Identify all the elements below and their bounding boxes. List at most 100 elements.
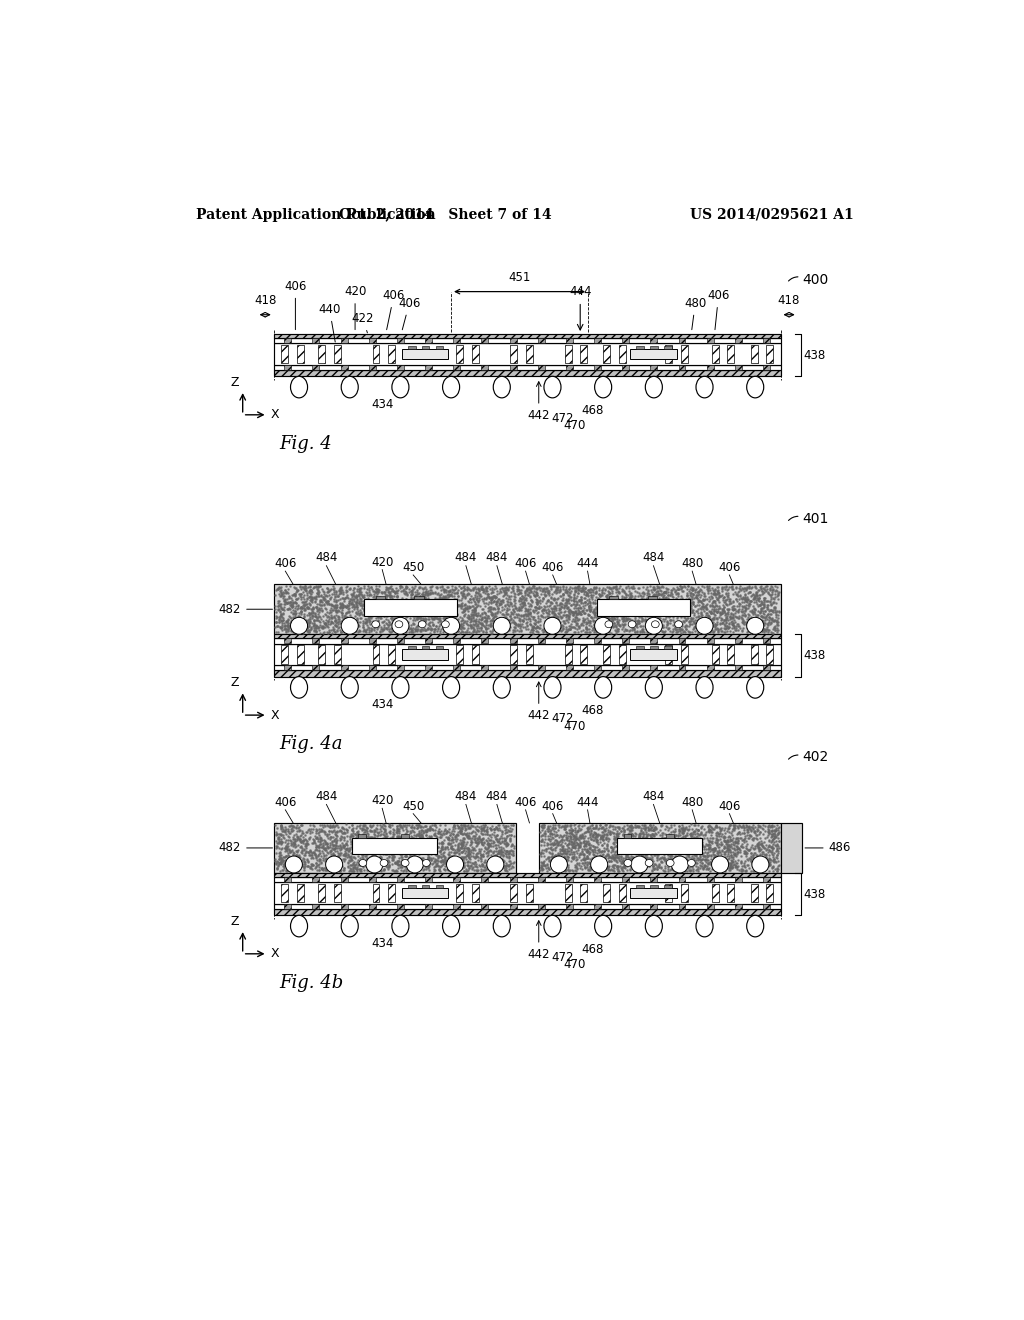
Point bbox=[321, 593, 337, 614]
Point bbox=[391, 847, 408, 869]
Point bbox=[485, 822, 502, 843]
Point bbox=[746, 828, 763, 849]
Point bbox=[675, 817, 691, 838]
Point bbox=[483, 597, 500, 618]
Point bbox=[721, 858, 737, 879]
Point bbox=[546, 590, 562, 611]
Point bbox=[483, 847, 500, 869]
Point bbox=[635, 824, 651, 845]
Point bbox=[461, 826, 477, 847]
Point bbox=[693, 618, 710, 639]
Point bbox=[718, 610, 734, 631]
Point bbox=[397, 612, 414, 634]
Point bbox=[453, 594, 469, 615]
Point bbox=[417, 820, 433, 841]
Point bbox=[377, 814, 393, 836]
Point bbox=[527, 612, 544, 634]
Point bbox=[560, 834, 577, 855]
Point bbox=[281, 836, 297, 857]
Point bbox=[674, 817, 690, 838]
Point bbox=[603, 609, 620, 630]
Point bbox=[615, 614, 632, 635]
Point bbox=[372, 838, 388, 859]
Point bbox=[378, 824, 394, 845]
Bar bbox=[341, 338, 347, 343]
Point bbox=[603, 855, 620, 876]
Point bbox=[624, 820, 640, 841]
Point bbox=[637, 834, 653, 855]
Point bbox=[752, 850, 768, 871]
Point bbox=[684, 599, 700, 620]
Point bbox=[624, 825, 640, 846]
Point bbox=[454, 818, 470, 840]
Point bbox=[359, 602, 376, 623]
Point bbox=[372, 838, 388, 859]
Point bbox=[595, 821, 611, 842]
Point bbox=[324, 859, 340, 880]
Point bbox=[703, 578, 720, 599]
Point bbox=[720, 832, 736, 853]
Point bbox=[462, 816, 478, 837]
Point bbox=[371, 822, 387, 843]
Point bbox=[358, 841, 375, 862]
Point bbox=[415, 598, 431, 619]
Point bbox=[474, 578, 490, 599]
Point bbox=[614, 578, 631, 599]
Point bbox=[294, 849, 310, 870]
Point bbox=[702, 845, 719, 866]
Point bbox=[607, 619, 624, 640]
Point bbox=[455, 607, 471, 628]
Point bbox=[466, 610, 482, 631]
Point bbox=[376, 818, 392, 840]
Point bbox=[430, 609, 446, 630]
Point bbox=[604, 598, 621, 619]
Point bbox=[595, 855, 611, 876]
Text: Fig. 4: Fig. 4 bbox=[280, 436, 332, 453]
Point bbox=[304, 842, 321, 863]
Bar bbox=[425, 904, 432, 908]
Point bbox=[763, 832, 779, 853]
Point bbox=[602, 822, 618, 843]
Point bbox=[463, 840, 479, 861]
Point bbox=[292, 851, 308, 873]
Point bbox=[631, 837, 647, 858]
Point bbox=[700, 607, 717, 628]
Point bbox=[334, 816, 350, 837]
Point bbox=[571, 615, 588, 636]
Point bbox=[552, 834, 568, 855]
Point bbox=[455, 598, 471, 619]
Point bbox=[687, 846, 703, 867]
Point bbox=[439, 614, 456, 635]
Point bbox=[406, 817, 422, 838]
Point bbox=[591, 601, 607, 622]
Point bbox=[528, 590, 545, 611]
Point bbox=[370, 612, 386, 634]
Point bbox=[705, 579, 721, 601]
Point bbox=[311, 586, 328, 607]
Point bbox=[566, 598, 583, 619]
Point bbox=[624, 841, 640, 862]
Point bbox=[714, 840, 730, 861]
Point bbox=[466, 847, 482, 869]
Point bbox=[372, 847, 388, 869]
Point bbox=[613, 618, 630, 639]
Point bbox=[481, 616, 498, 638]
Point bbox=[703, 612, 720, 634]
Point bbox=[679, 598, 695, 619]
Bar bbox=[712, 345, 719, 363]
Bar bbox=[408, 884, 416, 887]
Point bbox=[427, 842, 443, 863]
Point bbox=[768, 825, 784, 846]
Point bbox=[388, 591, 404, 612]
Point bbox=[314, 820, 331, 841]
Point bbox=[423, 618, 439, 639]
Point bbox=[344, 579, 360, 601]
Point bbox=[733, 859, 750, 880]
Point bbox=[456, 847, 472, 869]
Point bbox=[345, 840, 361, 861]
Point bbox=[745, 842, 762, 863]
Point bbox=[612, 855, 629, 876]
Point bbox=[499, 609, 515, 630]
Point bbox=[412, 840, 428, 861]
Point bbox=[465, 587, 481, 609]
